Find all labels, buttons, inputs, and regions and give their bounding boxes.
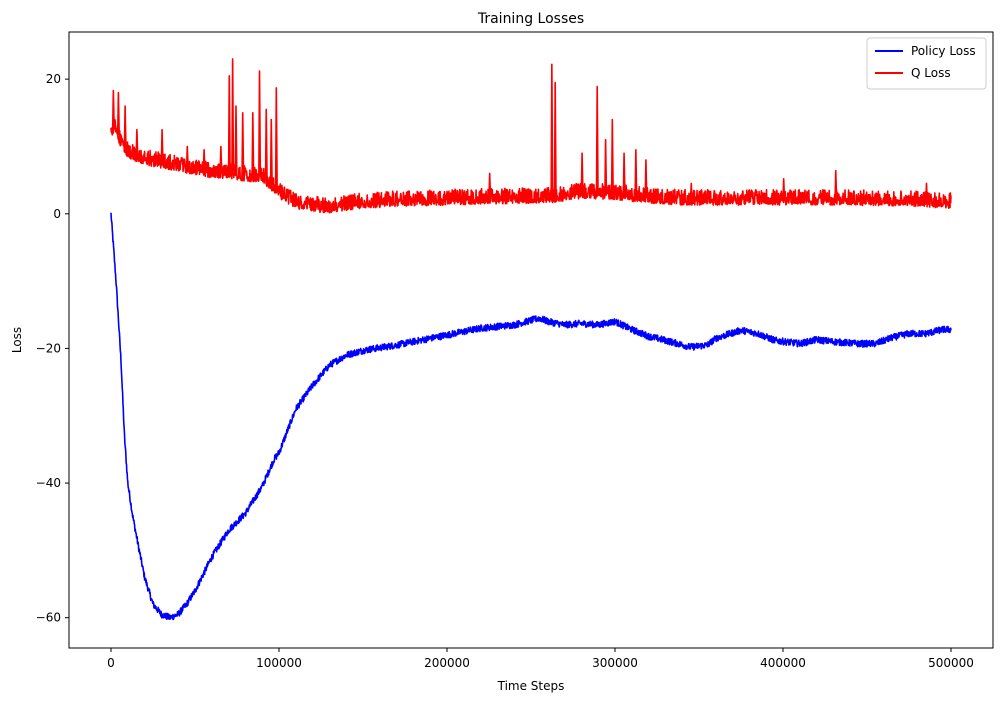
x-tick-label: 300000 [592, 656, 638, 670]
y-tick-label: 0 [53, 207, 61, 221]
x-tick-label: 400000 [760, 656, 806, 670]
series-line-policy-loss [110, 212, 952, 621]
x-tick-label: 100000 [256, 656, 302, 670]
y-axis-title: Loss [10, 327, 24, 353]
y-tick-label: −40 [36, 476, 61, 490]
x-tick-label: 0 [107, 656, 115, 670]
y-tick-label: 20 [46, 72, 61, 86]
chart-title: Training Losses [477, 11, 584, 27]
y-tick-label: −60 [36, 611, 61, 625]
x-tick-label: 200000 [424, 656, 470, 670]
legend-label-policy-loss: Policy Loss [911, 44, 976, 58]
series-line-q-loss [110, 58, 952, 214]
x-axis-title: Time Steps [497, 679, 565, 693]
plot-frame [68, 31, 994, 649]
legend: Policy Loss Q Loss [866, 37, 987, 90]
y-tick-label: −20 [36, 341, 61, 355]
x-tick-label: 500000 [928, 656, 974, 670]
legend-label-q-loss: Q Loss [911, 66, 951, 80]
